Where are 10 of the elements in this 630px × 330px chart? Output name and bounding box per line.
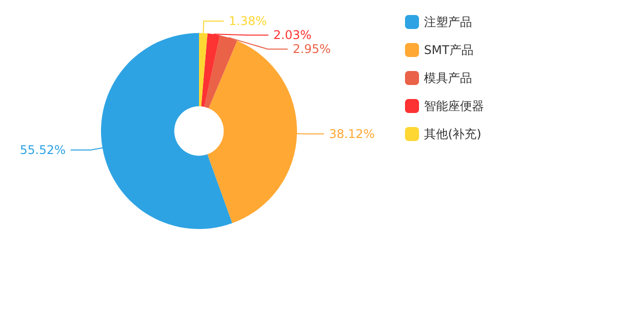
legend-label: SMT产品	[424, 43, 474, 57]
legend-label: 智能座便器	[424, 99, 484, 113]
legend-label: 注塑产品	[424, 15, 472, 29]
data-label: 1.38%	[228, 14, 267, 28]
data-label: 2.03%	[273, 28, 312, 42]
data-label: 38.12%	[328, 126, 375, 141]
legend-label: 其他(补充)	[424, 127, 482, 141]
data-label: 2.95%	[292, 42, 331, 56]
legend-label: 模具产品	[424, 71, 472, 85]
data-label: 55.52%	[20, 142, 66, 157]
